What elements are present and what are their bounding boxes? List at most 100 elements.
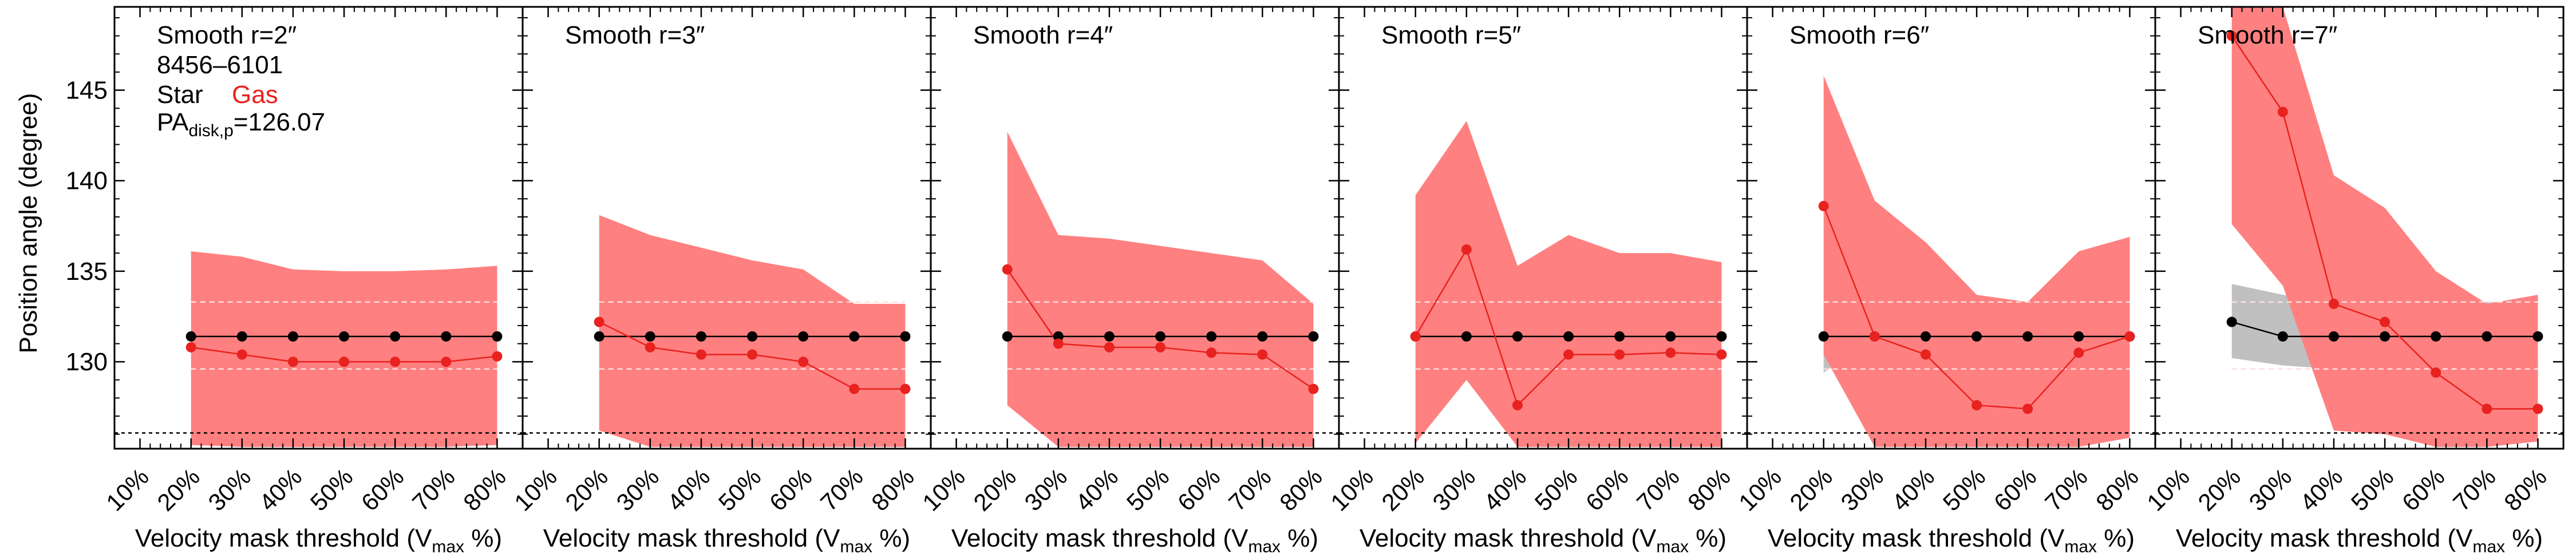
panels-group: 10%20%30%40%50%60%70%80%130135140145Velo… xyxy=(66,6,2565,556)
star-point xyxy=(236,331,247,342)
star-point xyxy=(287,331,298,342)
gas-uncertainty-band xyxy=(1415,121,1722,447)
star-point xyxy=(441,331,452,342)
x-tick-label: 40% xyxy=(1887,463,1940,516)
star-point xyxy=(798,331,809,342)
star-point xyxy=(2022,331,2033,342)
x-tick-label: 20% xyxy=(1784,463,1838,516)
gas-point xyxy=(849,383,860,394)
star-point xyxy=(1920,331,1931,342)
panel-plot-area xyxy=(2155,7,2563,447)
star-point xyxy=(1053,331,1064,342)
x-tick-label: 60% xyxy=(1172,463,1226,516)
star-point xyxy=(747,331,758,342)
x-tick-label: 30% xyxy=(1836,463,1889,516)
x-tick-label: 30% xyxy=(611,463,665,516)
gas-point xyxy=(1512,400,1523,411)
x-tick-label: 50% xyxy=(2346,463,2399,516)
star-point xyxy=(2073,331,2084,342)
star-point xyxy=(2380,331,2391,342)
star-point xyxy=(492,331,503,342)
gas-point xyxy=(1308,383,1319,394)
gas-point xyxy=(1104,342,1115,353)
gas-point xyxy=(1206,347,1217,358)
gas-point xyxy=(1410,331,1421,342)
star-point xyxy=(2532,331,2543,342)
gas-point xyxy=(1716,349,1727,360)
panel-3: 10%20%30%40%50%60%70%80% Velocity mask th… xyxy=(917,6,1340,556)
star-point xyxy=(1512,331,1523,342)
x-tick-label: 10% xyxy=(509,463,562,516)
gas-point xyxy=(1869,331,1880,342)
star-point xyxy=(1665,331,1676,342)
x-tick-label: 10% xyxy=(917,463,970,516)
star-point xyxy=(594,331,605,342)
x-tick-label: 60% xyxy=(764,463,817,516)
x-tick-label: 10% xyxy=(2142,463,2195,516)
star-point xyxy=(1461,331,1472,342)
panel-title: Smooth r=4″ xyxy=(973,21,1113,49)
x-tick-label: 40% xyxy=(1070,463,1124,516)
gas-point xyxy=(2380,316,2391,327)
x-tick-label: 10% xyxy=(101,463,154,516)
panel-plot-area xyxy=(1339,121,1747,447)
panel-title: Smooth r=7″ xyxy=(2198,21,2337,49)
x-tick-label: 80% xyxy=(866,463,919,516)
x-tick-label: 80% xyxy=(458,463,511,516)
gas-uncertainty-band xyxy=(599,215,906,447)
star-point xyxy=(1308,331,1319,342)
x-tick-label: 20% xyxy=(1376,463,1429,516)
x-tick-label: 60% xyxy=(2397,463,2450,516)
panel-title: Smooth r=5″ xyxy=(1381,21,1521,49)
galaxy-id: 8456–6101 xyxy=(157,51,283,79)
panel-title: Smooth r=3″ xyxy=(565,21,705,49)
gas-point xyxy=(747,349,758,360)
x-tick-label: 70% xyxy=(815,463,868,516)
star-point xyxy=(900,331,911,342)
gas-point xyxy=(339,357,350,367)
gas-point xyxy=(1614,349,1625,360)
star-point xyxy=(1716,331,1727,342)
legend-star: Star xyxy=(157,81,203,109)
x-tick-label: 10% xyxy=(1733,463,1787,516)
x-tick-label: 30% xyxy=(1020,463,1073,516)
panel-plot-area xyxy=(1747,76,2155,447)
star-point xyxy=(1818,331,1829,342)
star-point xyxy=(185,331,196,342)
gas-point xyxy=(2328,298,2339,309)
star-point xyxy=(1563,331,1574,342)
x-tick-label: 70% xyxy=(1631,463,1685,516)
x-tick-label: 70% xyxy=(2448,463,2501,516)
x-tick-label: 60% xyxy=(1581,463,1634,516)
star-point xyxy=(2277,331,2288,342)
star-point xyxy=(2482,331,2492,342)
x-tick-label: 40% xyxy=(662,463,716,516)
panel-plot-area xyxy=(114,251,523,447)
gas-point xyxy=(1818,201,1829,212)
panel-1: 10%20%30%40%50%60%70%80% 130 135 140 145 Velo… xyxy=(66,6,524,556)
x-tick-label: 10% xyxy=(1325,463,1378,516)
panel-frame xyxy=(2154,6,2565,450)
x-tick-label: 60% xyxy=(1989,463,2042,516)
gas-point xyxy=(441,357,452,367)
star-point xyxy=(1971,331,1982,342)
x-tick-label: 70% xyxy=(1223,463,1277,516)
star-point xyxy=(2431,331,2441,342)
y-tick-label: 140 xyxy=(66,167,108,195)
gas-point xyxy=(1563,349,1574,360)
x-tick-label: 80% xyxy=(2091,463,2144,516)
x-axis-label: Velocity mask threshold (Vmax %) xyxy=(1768,524,2135,556)
x-tick-label: 50% xyxy=(1121,463,1175,516)
gas-point xyxy=(2431,367,2441,378)
x-tick-label: 20% xyxy=(2192,463,2246,516)
gas-uncertainty-band xyxy=(2231,7,2538,447)
star-point xyxy=(1206,331,1217,342)
x-tick-label: 30% xyxy=(1428,463,1481,516)
x-tick-label: 70% xyxy=(407,463,460,516)
star-point xyxy=(2226,316,2237,327)
star-point xyxy=(645,331,655,342)
x-tick-label: 50% xyxy=(305,463,358,516)
pa-disk-label: PAdisk,p=126.07 xyxy=(157,108,325,140)
star-point xyxy=(1257,331,1268,342)
gas-point xyxy=(798,357,809,367)
